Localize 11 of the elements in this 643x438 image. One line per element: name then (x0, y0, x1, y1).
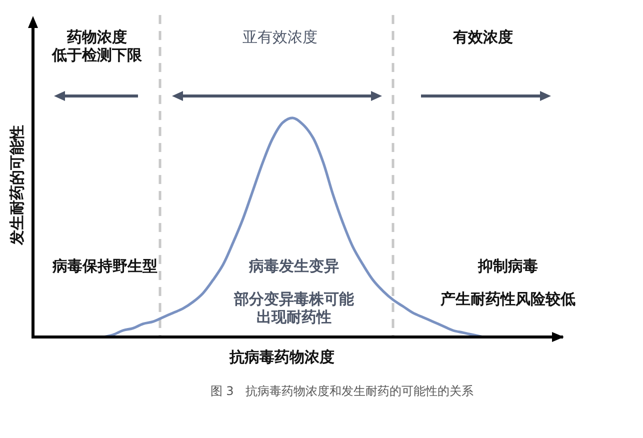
annotation: 抑制病毒 (477, 257, 538, 275)
annotation: 病毒保持野生型 (52, 257, 158, 275)
annotation: 部分变异毒株可能出现耐药性 (233, 290, 355, 326)
text: 有效浓度 (452, 28, 513, 46)
caption: 图 3 抗病毒药物浓度和发生耐药的可能性的关系 (210, 384, 474, 398)
x-axis-title: 抗病毒药物浓度 (228, 348, 334, 366)
annotation: 病毒发生变异 (248, 257, 339, 275)
y-axis-title: 发生耐药的可能性 (8, 125, 26, 246)
text: 药物浓度低于检测下限 (51, 28, 143, 64)
text: 亚有效浓度 (242, 28, 318, 46)
annotation: 产生耐药性风险较低 (440, 290, 576, 308)
